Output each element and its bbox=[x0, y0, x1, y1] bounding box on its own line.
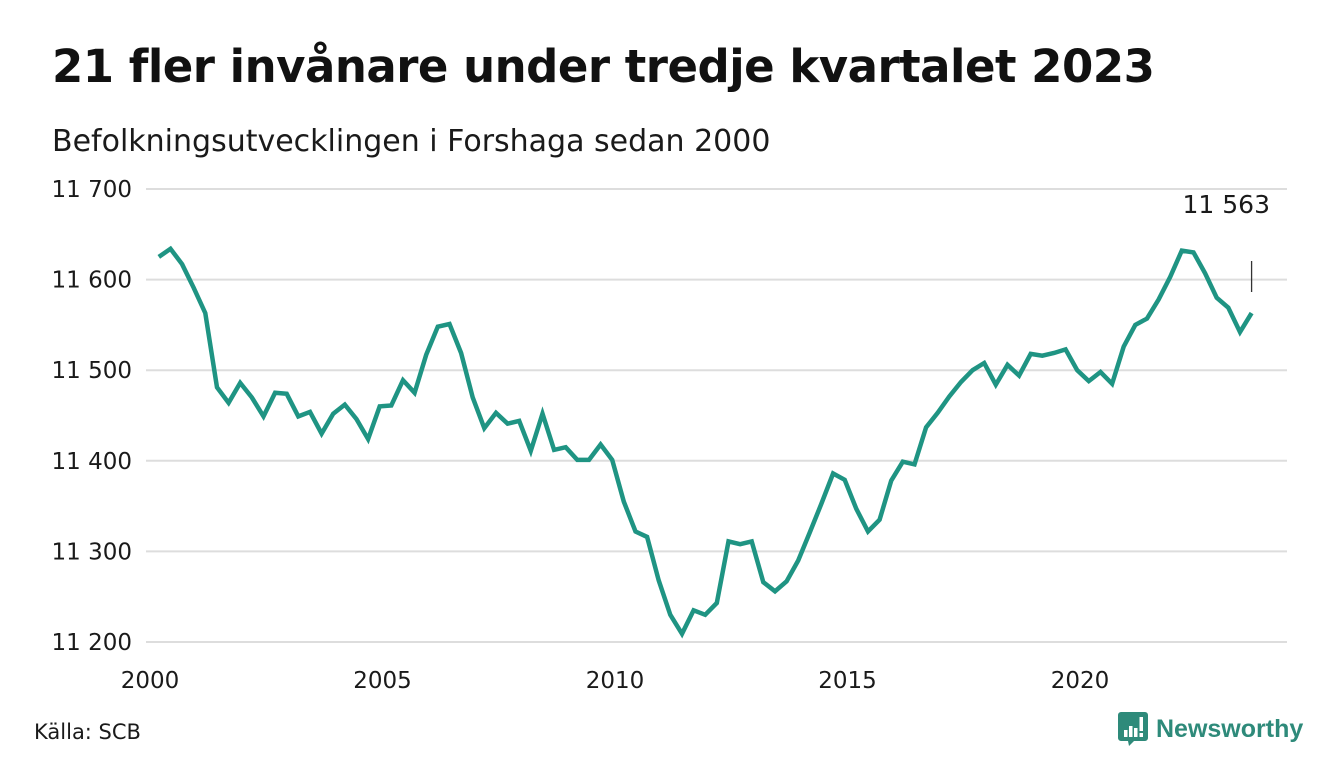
gridlines bbox=[146, 188, 1287, 643]
y-tick-label: 11 600 bbox=[52, 268, 132, 294]
source-note: Källa: SCB bbox=[34, 720, 141, 744]
x-tick-label: 2000 bbox=[121, 668, 180, 694]
series-line bbox=[157, 245, 1254, 639]
y-tick-label: 11 500 bbox=[52, 358, 132, 384]
y-tick-label: 11 300 bbox=[52, 539, 132, 565]
annotation-label: 11 563 bbox=[1183, 190, 1270, 219]
y-tick-label: 11 700 bbox=[52, 177, 132, 203]
series-layer bbox=[157, 245, 1254, 639]
y-tick-label: 11 200 bbox=[52, 630, 132, 656]
y-tick-label: 11 400 bbox=[52, 449, 132, 475]
chart-subtitle: Befolkningsutvecklingen i Forshaga sedan… bbox=[52, 124, 771, 159]
annotation: 11 563 bbox=[1183, 190, 1270, 292]
y-axis: 11 200 11 300 11 400 11 500 11 600 11 700 bbox=[52, 177, 132, 656]
x-tick-label: 2010 bbox=[586, 668, 645, 694]
newsworthy-chart-bubble-icon bbox=[1118, 712, 1148, 746]
chart-title: 21 fler invånare under tredje kvartalet … bbox=[52, 40, 1155, 93]
brand-name: Newsworthy bbox=[1156, 714, 1304, 743]
brand-logo: Newsworthy bbox=[1118, 712, 1303, 746]
x-axis: 2000 2005 2010 2015 2020 bbox=[121, 668, 1110, 694]
x-tick-label: 2005 bbox=[353, 668, 412, 694]
x-tick-label: 2015 bbox=[818, 668, 877, 694]
x-tick-label: 2020 bbox=[1051, 668, 1110, 694]
